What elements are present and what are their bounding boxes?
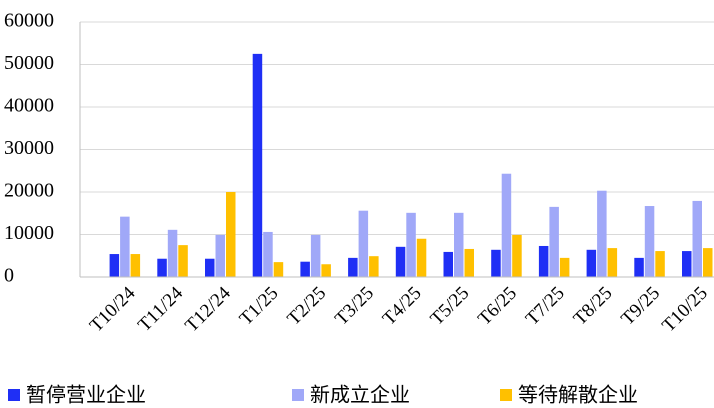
bar bbox=[559, 257, 570, 277]
x-tick-label: T5/25 bbox=[426, 283, 473, 330]
bar bbox=[167, 229, 178, 277]
bar bbox=[549, 206, 559, 277]
bar bbox=[321, 264, 331, 277]
legend-label: 等待解散企业 bbox=[518, 383, 638, 407]
y-tick-label: 30000 bbox=[4, 137, 54, 159]
bar bbox=[369, 256, 379, 277]
bar bbox=[226, 192, 236, 277]
x-tick-label: T6/25 bbox=[474, 283, 521, 330]
y-tick-label: 0 bbox=[4, 265, 14, 287]
x-tick-label: T10/25 bbox=[658, 283, 712, 337]
bar bbox=[501, 173, 512, 277]
bar bbox=[597, 190, 607, 277]
bar bbox=[703, 248, 713, 277]
bar bbox=[348, 257, 358, 277]
bar bbox=[491, 249, 501, 277]
bar bbox=[406, 212, 416, 277]
y-tick-label: 20000 bbox=[4, 180, 54, 202]
x-tick-label: T4/25 bbox=[379, 283, 426, 330]
bar bbox=[109, 254, 120, 277]
bar bbox=[273, 262, 284, 277]
bar bbox=[634, 257, 644, 277]
legend-label: 暂停营业企业 bbox=[26, 383, 146, 407]
bar bbox=[252, 53, 263, 277]
legend-swatch bbox=[8, 389, 20, 401]
x-tick-label: T1/25 bbox=[236, 283, 283, 330]
legend-swatch bbox=[500, 389, 512, 401]
bar bbox=[586, 249, 597, 277]
bar bbox=[454, 212, 464, 277]
bar bbox=[538, 245, 549, 277]
bar bbox=[205, 258, 215, 277]
bar bbox=[215, 234, 225, 277]
bar bbox=[263, 231, 273, 277]
y-tick-label: 40000 bbox=[4, 95, 54, 117]
y-tick-label: 50000 bbox=[4, 52, 54, 74]
x-tick-label: T10/24 bbox=[86, 282, 140, 336]
bar bbox=[310, 234, 321, 277]
x-tick-label: T3/25 bbox=[331, 283, 378, 330]
bar bbox=[157, 258, 167, 277]
bar bbox=[692, 200, 702, 277]
bar bbox=[358, 210, 369, 277]
x-tick-label: T12/24 bbox=[181, 282, 235, 336]
legend: 暂停营业企业 新成立企业 等待解散企业 bbox=[8, 383, 638, 407]
y-tick-label: 10000 bbox=[4, 222, 54, 244]
bar bbox=[395, 246, 406, 277]
x-tick-label: T7/25 bbox=[522, 283, 569, 330]
bar bbox=[120, 216, 130, 277]
bar bbox=[682, 251, 692, 277]
bar bbox=[178, 245, 188, 277]
bar bbox=[607, 248, 618, 277]
legend-swatch bbox=[292, 389, 304, 401]
bar bbox=[644, 206, 655, 277]
bar bbox=[300, 261, 310, 277]
x-tick-label: T8/25 bbox=[570, 283, 617, 330]
bar bbox=[464, 248, 474, 277]
bar bbox=[416, 238, 427, 277]
bar bbox=[655, 251, 665, 277]
x-tick-label: T2/25 bbox=[283, 283, 330, 330]
legend-label: 新成立企业 bbox=[310, 383, 410, 407]
bar bbox=[130, 254, 141, 277]
x-tick-label: T11/24 bbox=[134, 282, 188, 336]
y-tick-label: 60000 bbox=[4, 10, 54, 32]
bar bbox=[443, 251, 453, 277]
x-tick-label: T9/25 bbox=[617, 283, 664, 330]
bar bbox=[512, 234, 522, 277]
